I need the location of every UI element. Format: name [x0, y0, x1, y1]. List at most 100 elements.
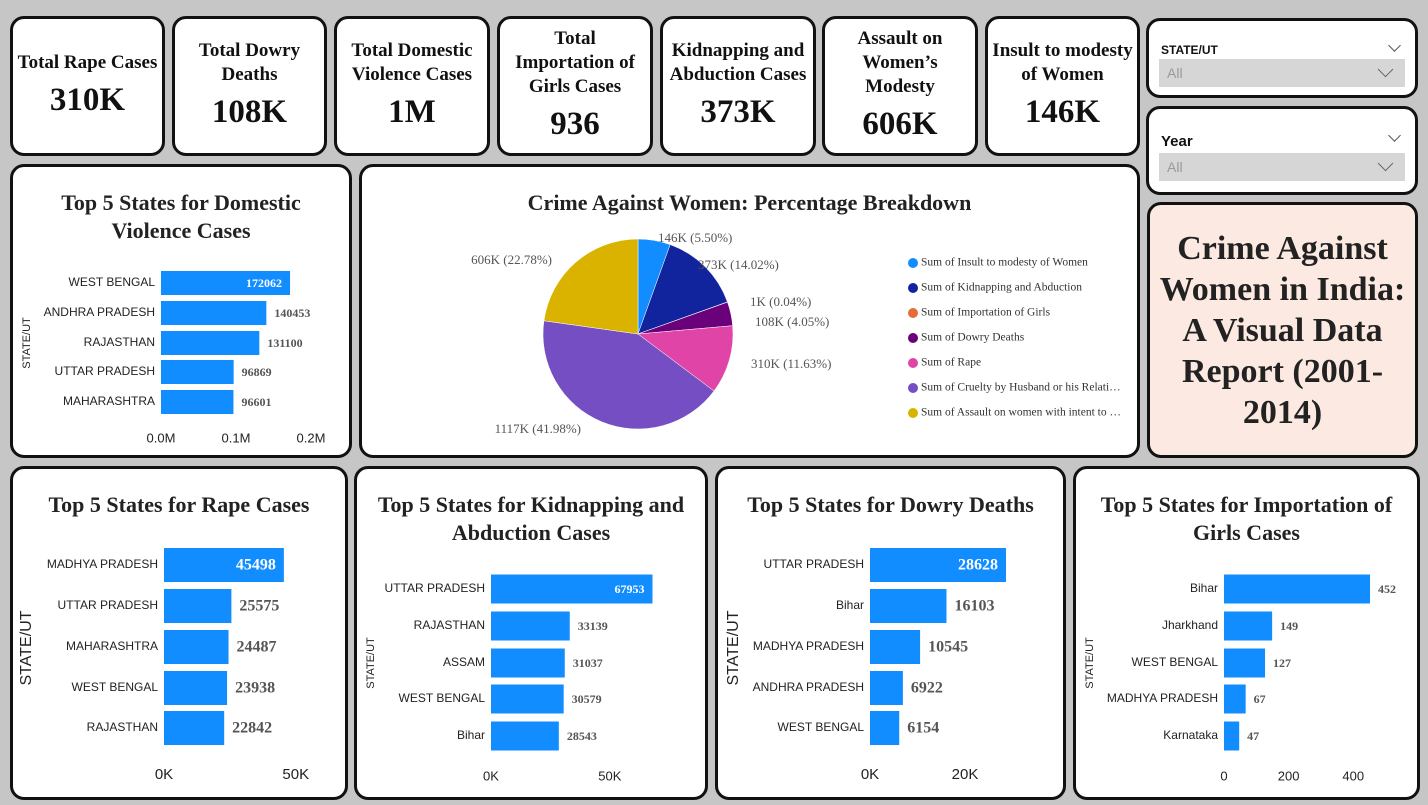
chart-panel: Top 5 States for Dowry Deaths UTTAR PRADE…	[715, 466, 1066, 800]
bar	[491, 648, 565, 678]
chart-title: Top 5 States for Kidnapping and Abductio…	[377, 492, 685, 545]
bar	[870, 548, 1006, 582]
kpi-card: Total Importation of Girls Cases 936	[497, 16, 653, 156]
bar	[164, 711, 225, 745]
x-tick-label: 0K	[861, 766, 879, 783]
data-label: 1117K (41.98%)	[495, 421, 581, 436]
bar	[161, 301, 267, 325]
chart: MADHYA PRADESH 45498 UTTAR PRADESH 25575 MAH…	[18, 548, 309, 783]
bar	[1224, 648, 1266, 678]
category-label: MADHYA PRADESH	[1107, 691, 1218, 705]
chart-panel: Top 5 States for Domestic Violence Cases…	[10, 164, 352, 458]
pie-slice	[637, 325, 734, 392]
category-label: RAJASTHAN	[84, 335, 155, 349]
y-axis-label: STATE/UT	[21, 317, 33, 369]
kpi-label: Assault on Women’s Modesty	[857, 28, 943, 97]
category-label: ANDHRA PRADESH	[753, 680, 864, 694]
slicer-label: STATE/UT	[1161, 43, 1218, 57]
data-label: 108K (4.05%)	[755, 314, 829, 329]
kpi-value: 146K	[1024, 94, 1101, 130]
x-tick-label: 0K	[155, 766, 173, 783]
chart: Bihar 452 Jharkhand 149 WEST BENGAL 127 MADHYA…	[1084, 574, 1396, 783]
data-label: 606K (22.78%)	[471, 252, 552, 267]
y-axis-label: STATE/UT	[725, 610, 742, 685]
legend-marker	[908, 358, 918, 368]
data-label: 31037	[573, 656, 603, 670]
legend-label: Sum of Insult to modesty of Women	[921, 257, 1088, 269]
kpi-card: Total Domestic Violence Cases 1M	[334, 16, 490, 156]
category-label: ASSAM	[443, 655, 485, 669]
y-axis-label: STATE/UT	[365, 637, 377, 689]
data-label: 96601	[241, 395, 271, 409]
bar	[870, 711, 900, 745]
slicer-dropdown[interactable]: All	[1159, 59, 1405, 87]
x-tick-label: 0.0M	[147, 430, 176, 445]
x-tick-label: 0.1M	[222, 430, 251, 445]
slicer[interactable]: STATE/UT All	[1146, 18, 1418, 98]
bar	[491, 574, 653, 604]
legend-label: Sum of Dowry Deaths	[921, 332, 1025, 344]
category-label: UTTAR PRADESH	[58, 598, 158, 612]
y-axis-label: STATE/UT	[1084, 637, 1096, 689]
category-label: WEST BENGAL	[1132, 655, 1219, 669]
chart-title: Top 5 States for Dowry Deaths	[747, 492, 1034, 517]
category-label: WEST BENGAL	[69, 275, 156, 289]
x-tick-label: 400	[1342, 768, 1364, 783]
data-label: 6154	[907, 720, 939, 737]
dropdown-arrow	[1377, 61, 1394, 78]
bar	[1224, 684, 1246, 714]
chart: UTTAR PRADESH 67953 RAJASTHAN 33139 ASSAM 310…	[365, 574, 653, 783]
bar	[1224, 574, 1371, 604]
kpi-label: Insult to modesty of Women	[992, 40, 1133, 85]
dropdown-arrow	[1377, 155, 1394, 172]
data-label: 310K (11.63%)	[751, 356, 831, 371]
bar	[161, 360, 234, 384]
category-label: Bihar	[1190, 581, 1218, 595]
data-label: 131100	[267, 336, 302, 350]
kpi-card: Total Dowry Deaths 108K	[172, 16, 327, 156]
y-axis-label: STATE/UT	[18, 610, 35, 685]
category-label: UTTAR PRADESH	[764, 557, 864, 571]
category-label: WEST BENGAL	[778, 720, 865, 734]
data-label: 452	[1378, 582, 1396, 596]
chart-title: Top 5 States for Importation of Girls Ca…	[1100, 492, 1393, 545]
legend-marker	[908, 283, 918, 293]
category-label: UTTAR PRADESH	[55, 364, 155, 378]
bar	[1224, 721, 1240, 751]
kpi-card: Insult to modesty of Women 146K	[985, 16, 1140, 156]
chart-panel: Top 5 States for Importation of Girls Ca…	[1073, 466, 1420, 800]
kpi-card: Kidnapping and Abduction Cases 373K	[660, 16, 816, 156]
data-label: 149	[1280, 619, 1298, 633]
pie-slice	[543, 238, 639, 335]
chart-title: Top 5 States for Domestic Violence Cases	[61, 190, 301, 243]
pie-slice	[542, 320, 715, 430]
data-label: 45498	[236, 557, 276, 574]
chart: WEST BENGAL 172062 ANDHRA PRADESH 140453 RAJ…	[21, 271, 325, 445]
kpi-value: 936	[550, 106, 600, 142]
bar	[491, 611, 570, 641]
bar	[161, 271, 291, 295]
bar	[870, 630, 921, 664]
x-tick-label: 50K	[598, 768, 621, 783]
chart-title: Crime Against Women: Percentage Breakdow…	[527, 190, 972, 215]
kpi-value: 310K	[49, 82, 126, 118]
data-label: 1K (0.04%)	[750, 294, 811, 309]
slicer-dropdown[interactable]: All	[1159, 153, 1405, 181]
legend-label: Sum of Cruelty by Husband or his Relati…	[921, 382, 1121, 394]
category-label: Jharkhand	[1162, 618, 1218, 632]
data-label: 25575	[239, 598, 279, 615]
data-label: 10545	[928, 639, 968, 656]
chevron	[1388, 39, 1401, 52]
category-label: Karnataka	[1163, 728, 1218, 742]
category-label: MADHYA PRADESH	[753, 639, 864, 653]
legend-marker	[908, 408, 918, 418]
data-label: 146K (5.50%)	[658, 230, 732, 245]
legend-label: Sum of Importation of Girls	[921, 307, 1051, 319]
bar	[1224, 611, 1273, 641]
slicer[interactable]: Year All	[1146, 106, 1418, 195]
chart-panel: Top 5 States for Rape Cases MADHYA PRADES…	[10, 466, 348, 800]
legend-marker	[908, 383, 918, 393]
x-tick-label: 0	[1220, 768, 1227, 783]
data-label: 28543	[567, 729, 597, 743]
